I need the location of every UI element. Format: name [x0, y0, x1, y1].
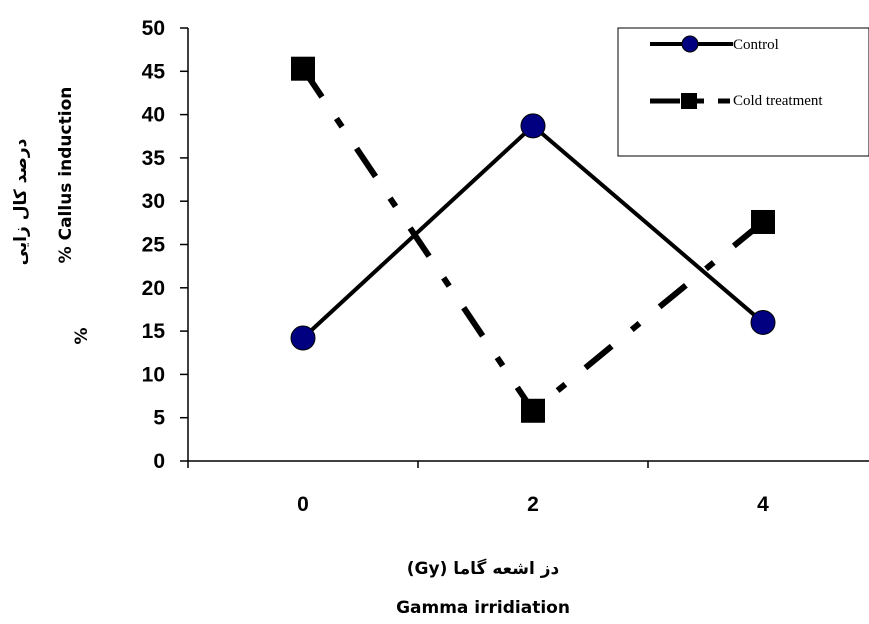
- y-axis-title-fa: درصد کال زایی: [11, 138, 31, 265]
- x-axis-title-en: Gamma irridiation: [396, 598, 570, 618]
- y-tick-label: 15: [142, 320, 166, 343]
- legend-marker-control: [681, 35, 699, 53]
- point-cold-treatment: [291, 56, 315, 81]
- y-axis-title-en: % Callus induction: [56, 87, 76, 264]
- y-tick-label: 50: [142, 17, 165, 40]
- series-line-control: [301, 123, 765, 340]
- y-ticks: 0 5 10 15 20 25 30 35 40 45 50: [142, 17, 188, 473]
- series-points: [290, 56, 776, 423]
- legend-label-cold: Cold treatment: [733, 93, 823, 109]
- x-ticks: 0 2 4: [187, 461, 769, 516]
- y-tick-label: 10: [142, 363, 165, 386]
- y-tick-label: 5: [153, 407, 165, 430]
- point-cold-treatment: [521, 398, 545, 423]
- point-control: [290, 325, 316, 351]
- y-tick-label: 45: [142, 60, 166, 83]
- point-cold-treatment: [751, 209, 775, 234]
- y-tick-label: 25: [142, 234, 166, 257]
- legend-marker-cold: [681, 93, 697, 109]
- y-tick-label: 35: [142, 147, 166, 170]
- y-axis-title-pct: %: [72, 327, 92, 344]
- x-tick-label: 2: [527, 493, 539, 516]
- point-control: [520, 113, 546, 139]
- point-control: [750, 309, 776, 335]
- x-tick-label: 4: [757, 493, 769, 516]
- legend-box: [617, 27, 869, 157]
- legend: Control Cold treatment: [617, 27, 869, 157]
- legend-label-control: Control: [733, 37, 779, 53]
- x-tick-label: 0: [297, 493, 309, 516]
- y-tick-label: 0: [153, 450, 165, 473]
- x-axis-title-fa: دز اشعه گاما (Gy): [407, 558, 560, 579]
- y-tick-label: 40: [142, 104, 165, 127]
- y-tick-label: 30: [142, 190, 165, 213]
- y-tick-label: 20: [142, 277, 165, 300]
